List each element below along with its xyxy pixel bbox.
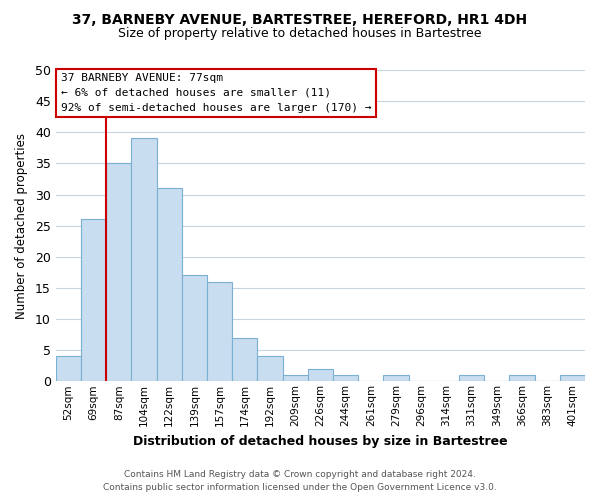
Text: Size of property relative to detached houses in Bartestree: Size of property relative to detached ho… [118, 28, 482, 40]
Bar [131, 138, 157, 382]
Bar [459, 375, 484, 382]
Bar [509, 375, 535, 382]
Text: 37 BARNEBY AVENUE: 77sqm
← 6% of detached houses are smaller (11)
92% of semi-de: 37 BARNEBY AVENUE: 77sqm ← 6% of detache… [61, 73, 371, 112]
Text: 37, BARNEBY AVENUE, BARTESTREE, HEREFORD, HR1 4DH: 37, BARNEBY AVENUE, BARTESTREE, HEREFORD… [73, 12, 527, 26]
Bar [283, 375, 308, 382]
Bar [383, 375, 409, 382]
Bar [308, 369, 333, 382]
Bar [81, 220, 106, 382]
Bar [560, 375, 585, 382]
Bar [333, 375, 358, 382]
Y-axis label: Number of detached properties: Number of detached properties [15, 132, 28, 318]
Bar [232, 338, 257, 382]
Bar [106, 164, 131, 382]
Bar [56, 356, 81, 382]
Bar [157, 188, 182, 382]
Bar [207, 282, 232, 382]
Text: Contains HM Land Registry data © Crown copyright and database right 2024.
Contai: Contains HM Land Registry data © Crown c… [103, 470, 497, 492]
Bar [182, 276, 207, 382]
X-axis label: Distribution of detached houses by size in Bartestree: Distribution of detached houses by size … [133, 434, 508, 448]
Bar [257, 356, 283, 382]
